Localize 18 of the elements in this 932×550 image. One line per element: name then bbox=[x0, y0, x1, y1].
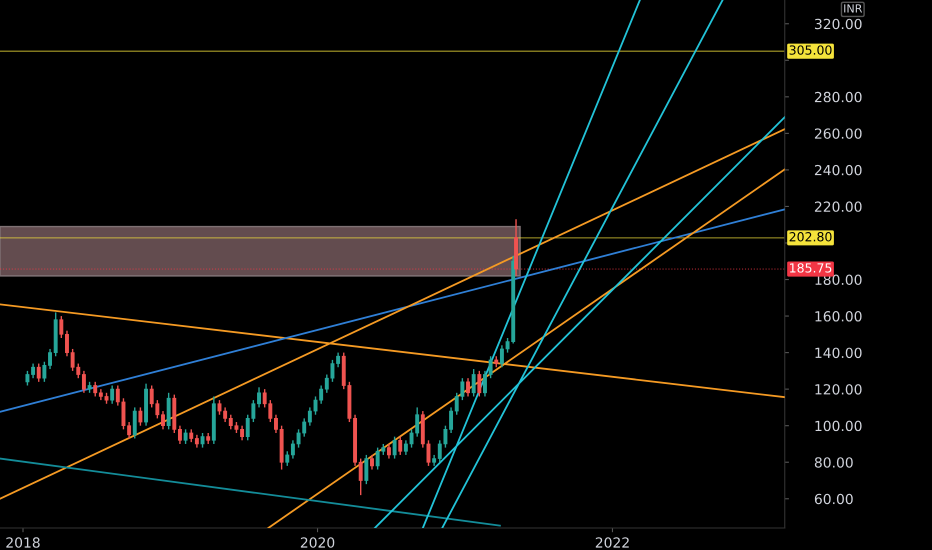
y-tick-label: 100.00 bbox=[815, 420, 862, 432]
ref-line-label: 185.75 bbox=[790, 263, 832, 273]
ref-line-label: 202.80 bbox=[790, 232, 832, 242]
y-tick-label: 60.00 bbox=[814, 494, 853, 504]
x-tick-label: 2022 bbox=[596, 537, 629, 548]
y-tick-label: 280.00 bbox=[814, 92, 862, 102]
y-tick-label: 140.00 bbox=[815, 348, 862, 358]
y-tick-label: 320.00 bbox=[814, 18, 862, 30]
y-tick-label: 240.00 bbox=[814, 164, 862, 176]
ref-line-label: 305.00 bbox=[790, 45, 832, 55]
text: INR bbox=[844, 4, 862, 12]
y-tick-label: 220.00 bbox=[814, 201, 862, 212]
x-tick-label: 2020 bbox=[300, 537, 334, 548]
y-tick-label: 160.00 bbox=[815, 311, 862, 322]
x-tick-label: 2018 bbox=[6, 537, 40, 548]
y-tick-label: 120.00 bbox=[815, 384, 862, 395]
y-tick-label: 80.00 bbox=[814, 457, 853, 468]
y-tick-label: 260.00 bbox=[814, 128, 862, 139]
